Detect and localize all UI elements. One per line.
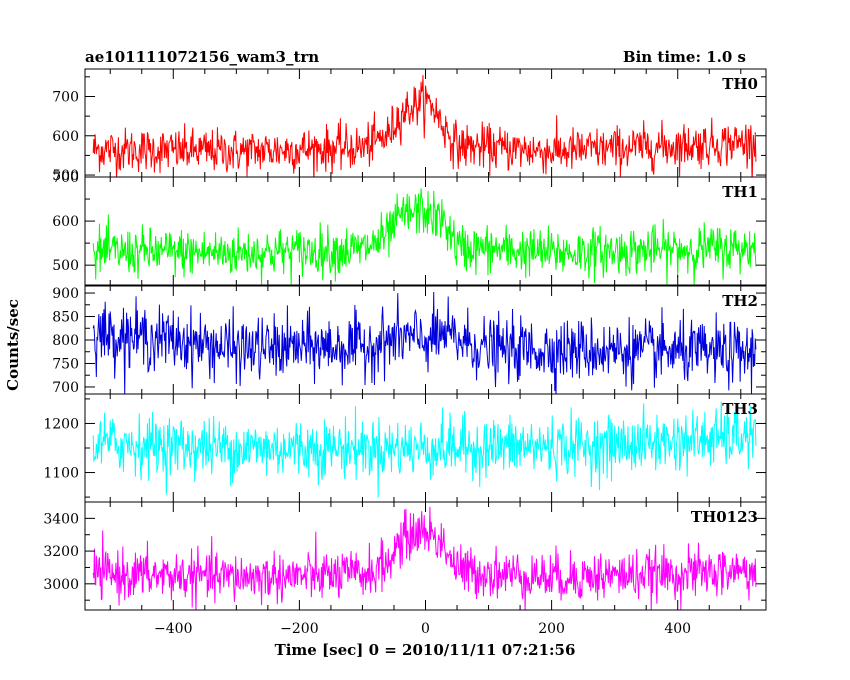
series-line-th2: [92, 291, 757, 394]
x-tick-label: 0: [421, 621, 430, 637]
panel-th0123: 3000 3200 3400 TH0123: [43, 501, 767, 611]
y-tick-label: 800: [52, 333, 79, 349]
panel-th2: 700 750 800 850 900 TH2: [52, 285, 767, 396]
y-tick-label: 3400: [43, 511, 79, 527]
series-label-th0: TH0: [722, 75, 758, 93]
series-line-th1: [92, 188, 757, 285]
y-tick-label: 700: [52, 380, 79, 396]
series-line-th3: [92, 401, 757, 498]
y-tick-label: 600: [52, 129, 79, 145]
y-tick-label: 3000: [43, 577, 79, 593]
series-label-th0123: TH0123: [691, 508, 758, 526]
y-tick-label: 500: [52, 168, 79, 184]
x-tick-label: −400: [154, 621, 192, 637]
x-tick-label: −200: [280, 621, 318, 637]
series-line-th0: [92, 75, 757, 177]
y-tick-label: 700: [52, 89, 79, 105]
panel-th0: 500 600 700 TH0: [52, 68, 767, 184]
series-line-th0123: [92, 506, 757, 610]
y-tick-label: 900: [52, 286, 79, 302]
y-tick-label: 850: [52, 310, 79, 326]
x-tick-label: 400: [664, 621, 691, 637]
series-label-th3: TH3: [722, 400, 758, 418]
y-tick-label: 600: [52, 214, 79, 230]
bin-time-label: Bin time: 1.0 s: [623, 48, 746, 66]
y-tick-label: 3200: [43, 544, 79, 560]
panel-th3: 1100 1200 TH3: [43, 393, 767, 503]
y-tick-label: 500: [52, 258, 79, 274]
chart-title: ae101111072156_wam3_trn: [85, 48, 319, 66]
x-axis-label: Time [sec] 0 = 2010/11/11 07:21:56: [275, 641, 576, 659]
series-label-th1: TH1: [722, 183, 758, 201]
x-tick-label: 200: [538, 621, 565, 637]
y-tick-label: 1200: [43, 416, 79, 432]
y-tick-label: 1100: [43, 466, 79, 482]
y-tick-label: 700: [52, 170, 79, 186]
y-tick-label: 750: [52, 356, 79, 372]
y-axis-label: Counts/sec: [4, 299, 22, 391]
panels-group: 500 600 700 TH0 500 600 700 TH1 700 750 800 850 900 T…: [43, 68, 767, 637]
series-label-th2: TH2: [722, 292, 758, 310]
panel-th1: 500 600 700 TH1: [52, 170, 767, 286]
